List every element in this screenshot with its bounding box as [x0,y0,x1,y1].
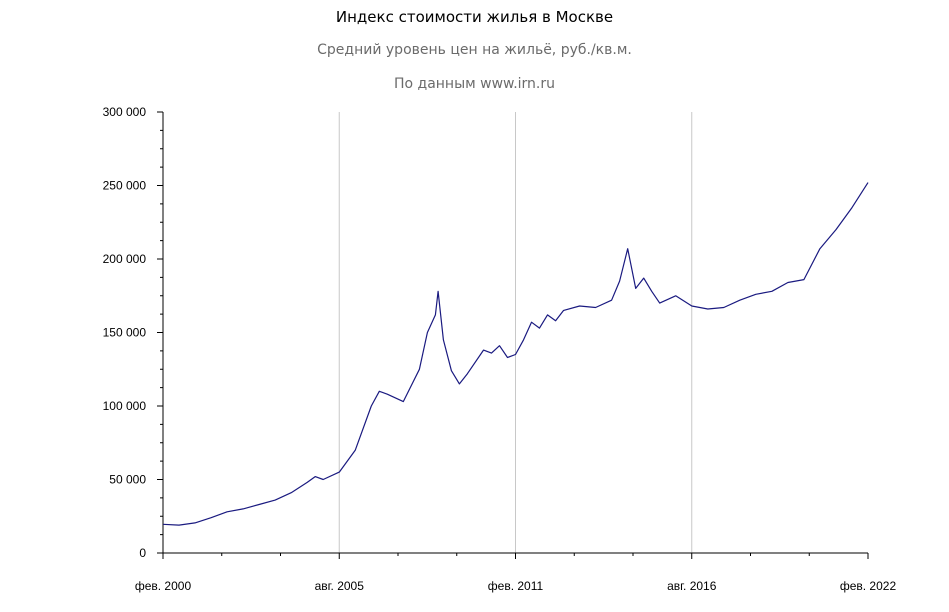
x-tick-label: авг. 2005 [315,579,365,593]
chart-title: Индекс стоимости жилья в Москве [335,8,614,26]
x-tick-label: фев. 2011 [488,579,544,593]
chart-subtitle: Средний уровень цен на жильё, руб./кв.м. [317,42,632,58]
y-tick-label: 250 000 [103,179,147,193]
y-tick-label: 200 000 [103,252,147,266]
series-line [162,182,869,526]
x-tick-label: авг. 2016 [667,579,717,593]
y-tick-label: 100 000 [103,399,147,413]
y-tick-label: 300 000 [103,105,147,119]
y-tick-label: 0 [139,546,146,560]
x-tick-label: фев. 2022 [840,579,897,593]
x-tick-label: фев. 2000 [135,579,192,593]
y-tick-label: 50 000 [109,473,146,487]
chart-source: По данным www.irn.ru [393,76,556,92]
y-tick-label: 150 000 [103,326,147,340]
